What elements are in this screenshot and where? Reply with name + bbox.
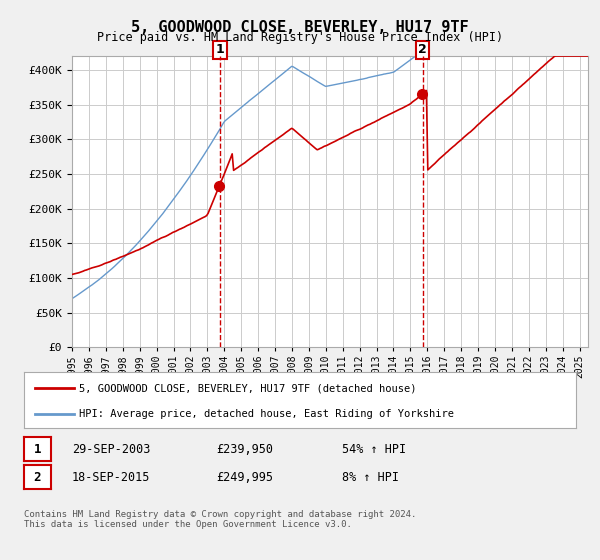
Text: 5, GOODWOOD CLOSE, BEVERLEY, HU17 9TF (detached house): 5, GOODWOOD CLOSE, BEVERLEY, HU17 9TF (d… xyxy=(79,383,416,393)
Text: 1: 1 xyxy=(215,43,224,56)
Text: Contains HM Land Registry data © Crown copyright and database right 2024.
This d: Contains HM Land Registry data © Crown c… xyxy=(24,510,416,529)
Text: 1: 1 xyxy=(34,442,41,456)
Text: 5, GOODWOOD CLOSE, BEVERLEY, HU17 9TF: 5, GOODWOOD CLOSE, BEVERLEY, HU17 9TF xyxy=(131,20,469,35)
Text: Price paid vs. HM Land Registry's House Price Index (HPI): Price paid vs. HM Land Registry's House … xyxy=(97,31,503,44)
Text: 54% ↑ HPI: 54% ↑ HPI xyxy=(342,442,406,456)
Text: £239,950: £239,950 xyxy=(216,442,273,456)
Text: 2: 2 xyxy=(34,470,41,484)
Text: 29-SEP-2003: 29-SEP-2003 xyxy=(72,442,151,456)
Text: 2: 2 xyxy=(418,43,427,56)
Text: 18-SEP-2015: 18-SEP-2015 xyxy=(72,470,151,484)
Text: £249,995: £249,995 xyxy=(216,470,273,484)
Text: 8% ↑ HPI: 8% ↑ HPI xyxy=(342,470,399,484)
Text: HPI: Average price, detached house, East Riding of Yorkshire: HPI: Average price, detached house, East… xyxy=(79,409,454,419)
